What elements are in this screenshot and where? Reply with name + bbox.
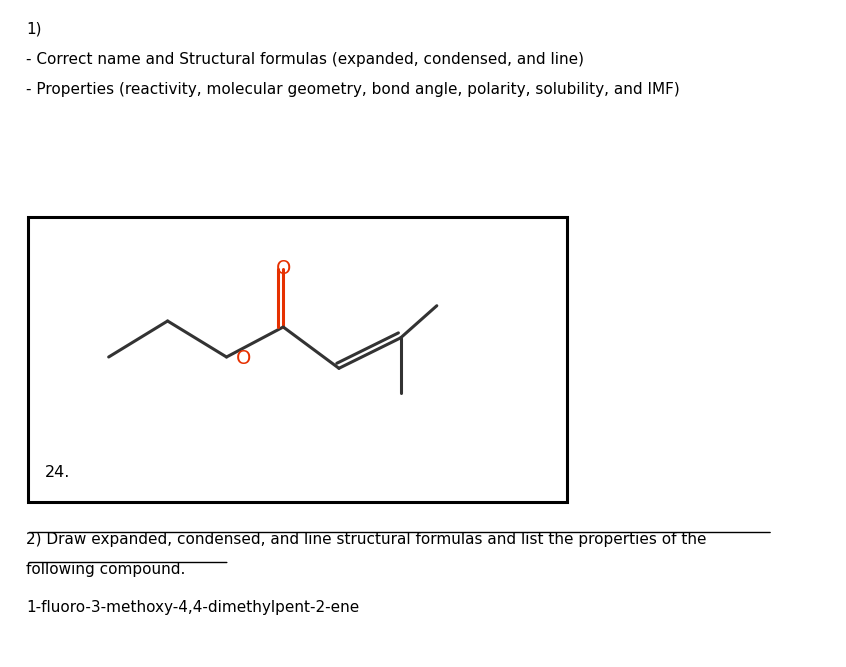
Text: - Correct name and Structural formulas (expanded, condensed, and line): - Correct name and Structural formulas (… [26, 52, 585, 67]
Text: - Properties (reactivity, molecular geometry, bond angle, polarity, solubility, : - Properties (reactivity, molecular geom… [26, 82, 680, 97]
Text: 1-fluoro-3-methoxy-4,4-dimethylpent-2-ene: 1-fluoro-3-methoxy-4,4-dimethylpent-2-en… [26, 600, 360, 615]
Text: O: O [236, 350, 251, 368]
Text: 24.: 24. [46, 465, 71, 480]
Text: 2) Draw expanded, condensed, and line structural formulas and list the propertie: 2) Draw expanded, condensed, and line st… [26, 532, 707, 547]
Text: O: O [276, 259, 291, 279]
Text: 1): 1) [26, 22, 42, 37]
FancyBboxPatch shape [29, 217, 567, 502]
Text: following compound.: following compound. [26, 562, 186, 577]
